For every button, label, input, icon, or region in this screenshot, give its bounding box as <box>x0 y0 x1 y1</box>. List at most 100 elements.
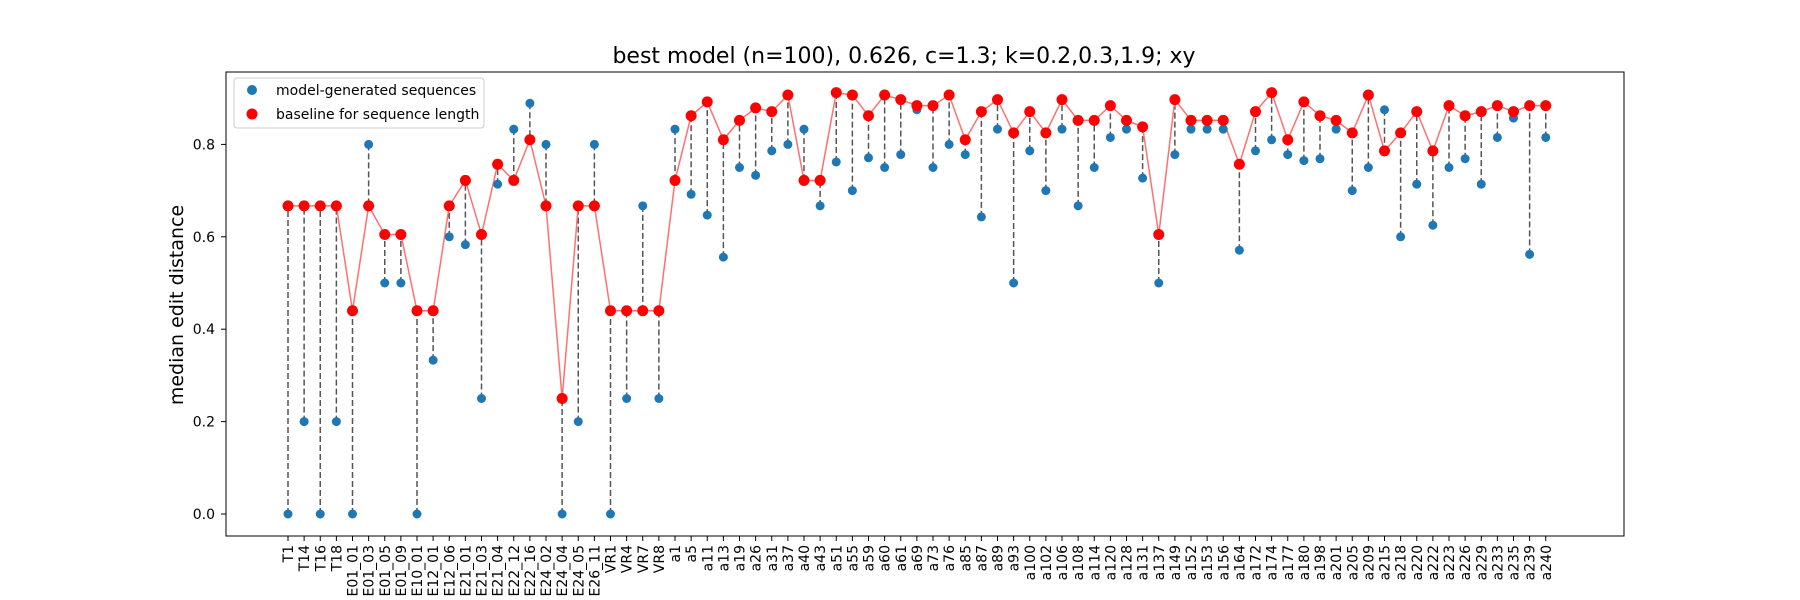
model-point-E24_05 <box>573 417 583 427</box>
x-tick-label-a87: a87 <box>974 545 990 571</box>
baseline-point-a60 <box>879 89 891 101</box>
x-tick-label-E24_04: E24_04 <box>555 545 571 597</box>
x-tick-label-a59: a59 <box>862 545 878 571</box>
baseline-point-a209 <box>1362 89 1374 101</box>
x-tick-label-a102: a102 <box>1039 545 1055 580</box>
model-point-a40 <box>799 124 809 134</box>
baseline-point-a55 <box>846 89 858 101</box>
legend-marker-model <box>247 85 257 95</box>
x-tick-label-T1: T1 <box>281 545 297 563</box>
y-tick-label-0.0: 0.0 <box>193 507 215 523</box>
x-tick-label-a177: a177 <box>1281 545 1297 580</box>
model-point-a131 <box>1138 173 1148 183</box>
baseline-point-E12_01 <box>427 305 439 317</box>
model-point-a205 <box>1347 186 1357 196</box>
model-point-a198 <box>1315 154 1325 164</box>
baseline-point-a226 <box>1459 110 1471 122</box>
baseline-point-a201 <box>1330 114 1342 126</box>
x-tick-label-E01_01: E01_01 <box>346 545 362 596</box>
x-tick-label-E01_05: E01_05 <box>378 545 394 596</box>
x-tick-label-a153: a153 <box>1200 545 1216 580</box>
model-point-a220 <box>1412 179 1422 189</box>
y-tick-label-0.8: 0.8 <box>193 137 215 153</box>
baseline-point-a108 <box>1072 114 1084 126</box>
model-point-a149 <box>1170 150 1180 160</box>
baseline-point-a223 <box>1443 100 1455 112</box>
model-point-E26_11 <box>589 139 599 149</box>
x-tick-label-E26_11: E26_11 <box>587 545 603 596</box>
x-tick-label-E01_09: E01_09 <box>394 545 410 596</box>
plot-frame <box>225 71 1625 537</box>
baseline-point-VR8 <box>653 305 665 317</box>
x-tick-label-a233: a233 <box>1490 545 1506 580</box>
baseline-point-a198 <box>1314 110 1326 122</box>
x-tick-label-VR1: VR1 <box>604 545 620 573</box>
model-point-T14 <box>299 417 309 427</box>
baseline-point-a93 <box>1008 127 1020 139</box>
baseline-point-a37 <box>782 89 794 101</box>
baseline-point-E24_05 <box>572 200 584 212</box>
baseline-point-a51 <box>830 87 842 99</box>
baseline-point-a153 <box>1201 114 1213 126</box>
x-tick-label-VR4: VR4 <box>620 545 636 573</box>
baseline-point-E01_09 <box>395 228 407 240</box>
baseline-point-a26 <box>750 102 762 114</box>
baseline-point-T14 <box>298 200 310 212</box>
model-point-E24_02 <box>541 139 551 149</box>
model-point-a108 <box>1073 201 1083 211</box>
baseline-point-a76 <box>943 89 955 101</box>
model-point-a128 <box>1122 124 1131 134</box>
baseline-point-a120 <box>1104 100 1116 112</box>
baseline-point-a239 <box>1524 100 1536 112</box>
baseline-point-a73 <box>927 100 939 112</box>
baseline-point-a174 <box>1266 87 1278 99</box>
x-tick-label-a26: a26 <box>749 545 765 571</box>
legend-box <box>233 77 485 129</box>
model-point-a102 <box>1041 186 1051 196</box>
baseline-point-E21_04 <box>492 158 504 170</box>
x-tick-label-a128: a128 <box>1120 545 1136 580</box>
y-axis-label: median edit distance <box>166 205 188 405</box>
baseline-points <box>282 87 1552 404</box>
baseline-point-a87 <box>975 106 987 118</box>
model-point-a93 <box>1009 278 1019 288</box>
model-point-a19 <box>735 163 744 172</box>
baseline-point-a235 <box>1508 106 1519 118</box>
model-point-T1 <box>283 509 293 519</box>
baseline-point-a100 <box>1024 106 1036 118</box>
model-point-E21_01 <box>460 240 470 250</box>
model-point-a215 <box>1380 105 1389 115</box>
baseline-point-a222 <box>1427 145 1439 157</box>
x-tick-label-a205: a205 <box>1345 545 1361 580</box>
x-tick-label-a51: a51 <box>829 545 845 571</box>
model-point-E22_12 <box>509 124 519 134</box>
baseline-point-a149 <box>1169 94 1181 106</box>
model-point-a172 <box>1251 146 1260 156</box>
x-tick-label-a223: a223 <box>1442 545 1458 580</box>
model-point-a11 <box>702 210 712 220</box>
x-tick-label-a61: a61 <box>894 545 910 571</box>
x-tick-label-a106: a106 <box>1055 545 1071 580</box>
x-tick-label-E12_06: E12_06 <box>442 545 458 597</box>
x-tick-label-a180: a180 <box>1297 545 1313 580</box>
baseline-point-a114 <box>1088 114 1100 126</box>
x-tick-label-a220: a220 <box>1410 545 1426 580</box>
model-point-a156 <box>1218 124 1228 134</box>
baseline-point-T1 <box>282 200 294 212</box>
model-points <box>283 98 1551 519</box>
x-tick-label-E22_16: E22_16 <box>523 545 539 597</box>
x-tick-label-a120: a120 <box>1103 545 1119 580</box>
x-tick-label-a40: a40 <box>797 545 813 571</box>
baseline-point-a220 <box>1411 106 1423 118</box>
model-point-E01_09 <box>396 278 406 288</box>
model-point-a218 <box>1396 232 1406 242</box>
x-tick-label-a114: a114 <box>1087 545 1103 580</box>
baseline-point-a180 <box>1298 96 1310 108</box>
model-point-a5 <box>686 189 696 199</box>
model-point-a240 <box>1541 132 1551 142</box>
model-point-a153 <box>1202 124 1212 134</box>
baseline-point-VR1 <box>605 305 616 317</box>
x-tick-label-E12_01: E12_01 <box>426 545 442 596</box>
x-tick-label-a60: a60 <box>878 545 894 571</box>
model-point-VR4 <box>622 394 632 403</box>
